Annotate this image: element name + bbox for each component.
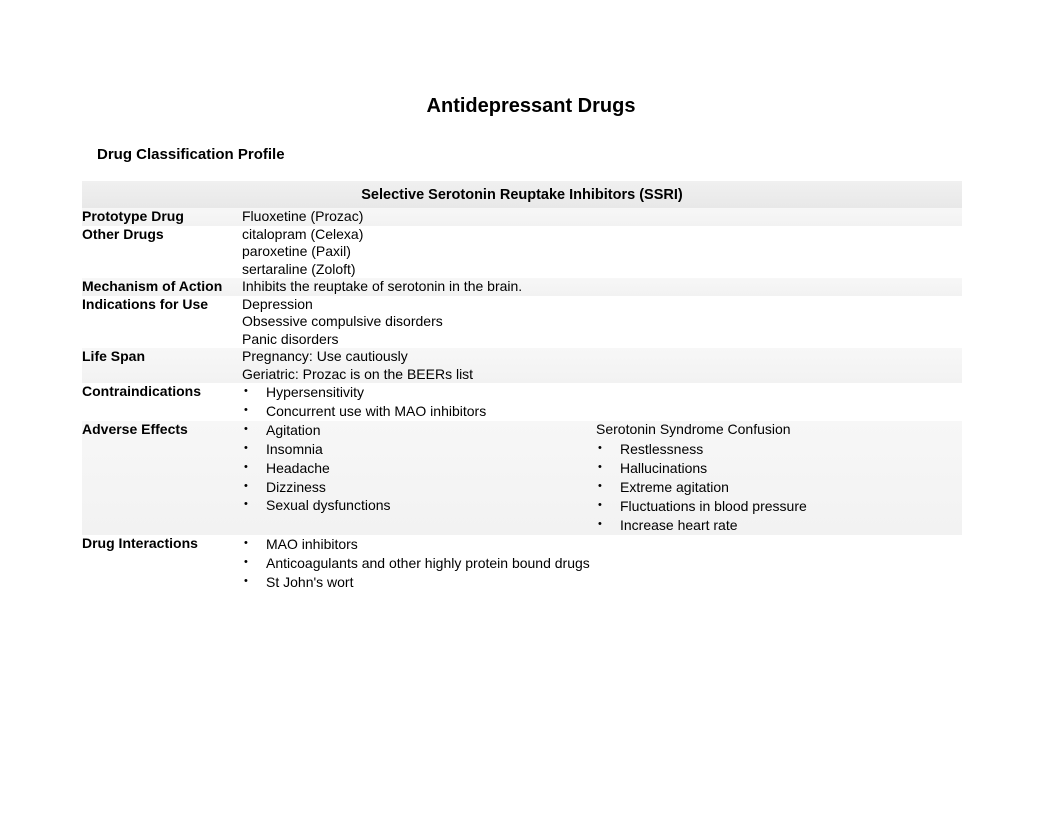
other-drugs-row: Other Drugs citalopram (Celexa) paroxeti… — [82, 226, 962, 279]
adverse-item: Sexual dysfunctions — [242, 496, 596, 515]
adverse-item: Dizziness — [242, 478, 596, 497]
indication-item: Depression — [242, 296, 962, 314]
mechanism-value: Inhibits the reuptake of serotonin in th… — [242, 278, 962, 296]
indications-values: Depression Obsessive compulsive disorder… — [242, 296, 962, 349]
adverse-item: Insomnia — [242, 440, 596, 459]
serotonin-syndrome-title: Serotonin Syndrome Confusion — [596, 421, 962, 441]
contraindications-row: Contraindications Hypersensitivity Concu… — [82, 383, 962, 421]
drug-profile-table: Selective Serotonin Reuptake Inhibitors … — [82, 181, 962, 592]
contraindications-values: Hypersensitivity Concurrent use with MAO… — [242, 383, 962, 421]
syndrome-item: Increase heart rate — [596, 516, 962, 535]
lifespan-values: Pregnancy: Use cautiously Geriatric: Pro… — [242, 348, 962, 383]
interactions-values: MAO inhibitors Anticoagulants and other … — [242, 535, 962, 592]
lifespan-item: Pregnancy: Use cautiously — [242, 348, 962, 366]
lifespan-row: Life Span Pregnancy: Use cautiously Geri… — [82, 348, 962, 383]
page-title: Antidepressant Drugs — [0, 0, 1062, 146]
adverse-label: Adverse Effects — [82, 421, 242, 535]
contraindication-item: Hypersensitivity — [242, 383, 962, 402]
adverse-item: Headache — [242, 459, 596, 478]
syndrome-item: Fluctuations in blood pressure — [596, 497, 962, 516]
class-header-row: Selective Serotonin Reuptake Inhibitors … — [82, 181, 962, 208]
interaction-item: St John's wort — [242, 573, 962, 592]
adverse-col2: Serotonin Syndrome Confusion Restlessnes… — [596, 421, 962, 535]
other-drugs-label: Other Drugs — [82, 226, 242, 279]
drug-interactions-row: Drug Interactions MAO inhibitors Anticoa… — [82, 535, 962, 592]
lifespan-label: Life Span — [82, 348, 242, 383]
mechanism-row: Mechanism of Action Inhibits the reuptak… — [82, 278, 962, 296]
prototype-row: Prototype Drug Fluoxetine (Prozac) — [82, 208, 962, 226]
interactions-label: Drug Interactions — [82, 535, 242, 592]
mechanism-label: Mechanism of Action — [82, 278, 242, 296]
indications-row: Indications for Use Depression Obsessive… — [82, 296, 962, 349]
other-drugs-values: citalopram (Celexa) paroxetine (Paxil) s… — [242, 226, 962, 279]
adverse-item: Agitation — [242, 421, 596, 440]
syndrome-item: Hallucinations — [596, 459, 962, 478]
adverse-effects-row: Adverse Effects Agitation Insomnia Heada… — [82, 421, 962, 535]
syndrome-item: Extreme agitation — [596, 478, 962, 497]
indication-item: Panic disorders — [242, 331, 962, 349]
interaction-item: MAO inhibitors — [242, 535, 962, 554]
indication-item: Obsessive compulsive disorders — [242, 313, 962, 331]
contraindications-label: Contraindications — [82, 383, 242, 421]
section-title: Drug Classification Profile — [0, 146, 1062, 181]
other-drug-item: citalopram (Celexa) — [242, 226, 962, 244]
indications-label: Indications for Use — [82, 296, 242, 349]
prototype-label: Prototype Drug — [82, 208, 242, 226]
other-drug-item: paroxetine (Paxil) — [242, 243, 962, 261]
prototype-value: Fluoxetine (Prozac) — [242, 208, 962, 226]
syndrome-item: Restlessness — [596, 440, 962, 459]
lifespan-item: Geriatric: Prozac is on the BEERs list — [242, 366, 962, 384]
adverse-col1: Agitation Insomnia Headache Dizziness Se… — [242, 421, 596, 535]
contraindication-item: Concurrent use with MAO inhibitors — [242, 402, 962, 421]
other-drug-item: sertaraline (Zoloft) — [242, 261, 962, 279]
interaction-item: Anticoagulants and other highly protein … — [242, 554, 962, 573]
class-header: Selective Serotonin Reuptake Inhibitors … — [82, 181, 962, 208]
